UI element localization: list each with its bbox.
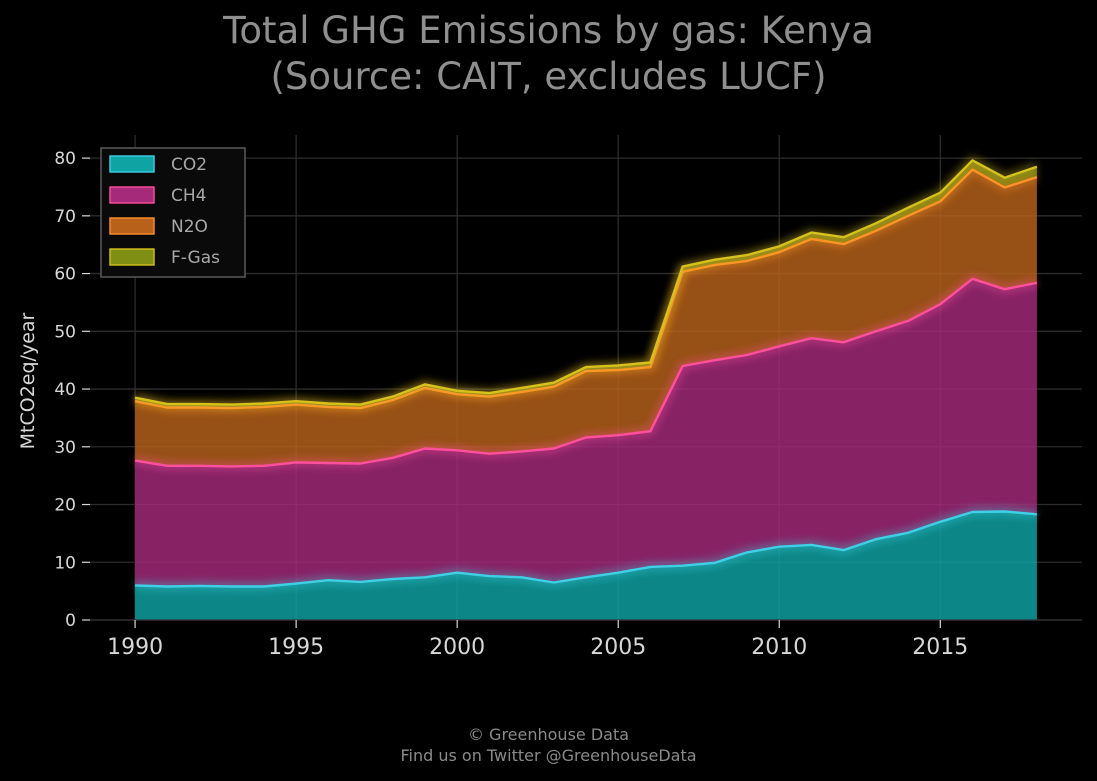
area-ch4 [135,278,1037,587]
legend-label-f-gas: F-Gas [171,248,220,268]
y-tick-label: 40 [54,380,76,400]
legend-label-co2: CO2 [171,155,207,175]
chart-title-line1: Total GHG Emissions by gas: Kenya [223,9,874,52]
stacked-area-chart: 0 10 20 30 40 50 60 70 80 1990 1995 2000 2005 2010 201… [17,135,1082,660]
series-lines [134,154,1039,592]
area-n2o [135,169,1037,467]
chart-title-line2: (Source: CAIT, excludes LUCF) [270,55,827,98]
legend-swatch-f-gas [109,248,155,266]
legend: CO2 CH4 N2O F-Gas [100,147,246,278]
y-tick-label: 80 [54,149,76,169]
line-co2 [135,510,1038,588]
x-tick-label: 2015 [912,635,968,660]
area-layer [135,160,1037,620]
footer-copyright: © Greenhouse Data [467,725,630,744]
y-tick-label: 0 [65,611,76,631]
legend-swatch-n2o [109,217,155,235]
legend-swatch-co2 [109,155,155,173]
legend-label-n2o: N2O [171,217,208,237]
chart-title: Total GHG Emissions by gas: Kenya (Sourc… [0,8,1097,100]
legend-label-ch4: CH4 [171,186,206,206]
y-axis-label: MtCO2eq/year [17,312,39,449]
footer: © Greenhouse Data Find us on Twitter @Gr… [0,724,1097,766]
y-tick-label: 10 [54,553,76,573]
line-f-gas [134,159,1038,406]
axes: 0 10 20 30 40 50 60 70 80 1990 1995 2000 2005 2010 201… [54,149,1082,660]
area-co2 [135,511,1037,620]
y-tick-label: 30 [54,438,76,458]
y-tick-label: 70 [54,207,76,227]
y-tick-label: 50 [54,322,76,342]
x-tick-label: 2010 [751,635,807,660]
x-tick-label: 1990 [107,635,163,660]
x-tick-label: 1995 [268,635,324,660]
x-tick-label: 2000 [429,635,485,660]
x-tick-label: 2005 [590,635,646,660]
y-tick-label: 20 [54,496,76,516]
footer-twitter: Find us on Twitter @GreenhouseData [400,746,697,765]
legend-swatch-ch4 [109,186,155,204]
line-ch4 [134,277,1038,468]
y-tick-label: 60 [54,265,76,285]
